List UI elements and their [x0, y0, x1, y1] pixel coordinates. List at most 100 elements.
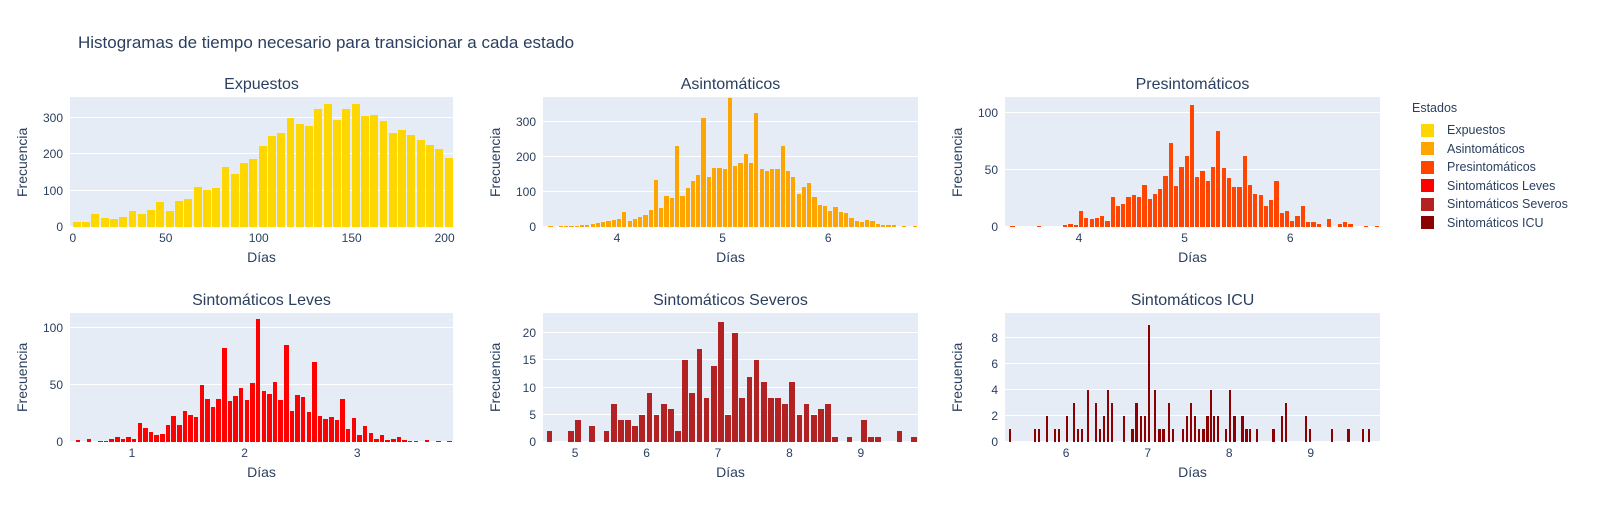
histogram-bar[interactable] — [722, 169, 727, 227]
histogram-bar[interactable] — [1110, 197, 1115, 227]
histogram-bar[interactable] — [396, 437, 402, 442]
histogram-bar[interactable] — [171, 415, 176, 442]
histogram-bar[interactable] — [1080, 428, 1084, 442]
histogram-bar[interactable] — [646, 393, 653, 442]
histogram-bar[interactable] — [82, 222, 90, 227]
histogram-bar[interactable] — [391, 438, 396, 442]
histogram-bar[interactable] — [436, 440, 441, 442]
histogram-bar[interactable] — [832, 436, 838, 442]
histogram-bar[interactable] — [1143, 415, 1146, 442]
histogram-bar[interactable] — [796, 414, 803, 442]
histogram-bar[interactable] — [1362, 428, 1365, 442]
histogram-bar[interactable] — [1063, 224, 1068, 227]
histogram-bar[interactable] — [267, 394, 272, 442]
histogram-bar[interactable] — [374, 438, 379, 442]
histogram-bar[interactable] — [548, 226, 553, 227]
histogram-bar[interactable] — [896, 431, 903, 442]
histogram-bar[interactable] — [227, 400, 233, 442]
histogram-bar[interactable] — [759, 168, 764, 227]
histogram-bar[interactable] — [1137, 197, 1142, 227]
histogram-bar[interactable] — [818, 409, 824, 442]
histogram-bar[interactable] — [1057, 428, 1061, 442]
histogram-bar[interactable] — [689, 393, 696, 442]
histogram-bar[interactable] — [342, 109, 351, 227]
histogram-bar[interactable] — [258, 146, 267, 227]
histogram-bar[interactable] — [868, 436, 874, 442]
histogram-bar[interactable] — [712, 167, 717, 227]
histogram-bar[interactable] — [606, 221, 611, 227]
legend-item-sintom-ticos-icu[interactable]: Sintomáticos ICU — [1412, 214, 1568, 233]
histogram-bar[interactable] — [611, 220, 616, 227]
histogram-bar[interactable] — [435, 149, 444, 227]
histogram-bar[interactable] — [748, 163, 754, 227]
histogram-bar[interactable] — [1033, 428, 1036, 442]
histogram-bar[interactable] — [370, 115, 379, 227]
histogram-bar[interactable] — [1076, 428, 1079, 442]
histogram-bar[interactable] — [202, 189, 211, 227]
histogram-bar[interactable] — [120, 438, 126, 442]
histogram-bar[interactable] — [188, 414, 193, 442]
histogram-bar[interactable] — [1331, 428, 1334, 442]
histogram-bar[interactable] — [775, 398, 781, 442]
histogram-bar[interactable] — [632, 218, 637, 227]
histogram-bar[interactable] — [261, 390, 266, 442]
histogram-bar[interactable] — [119, 217, 128, 227]
histogram-bar[interactable] — [764, 171, 770, 227]
histogram-bar[interactable] — [564, 226, 569, 227]
histogram-bar[interactable] — [1256, 428, 1259, 442]
histogram-bar[interactable] — [1247, 184, 1253, 227]
histogram-bar[interactable] — [706, 177, 711, 227]
histogram-bar[interactable] — [1242, 156, 1247, 227]
histogram-bar[interactable] — [1229, 389, 1232, 442]
histogram-bar[interactable] — [753, 360, 760, 442]
histogram-bar[interactable] — [1163, 175, 1168, 227]
histogram-bar[interactable] — [1284, 211, 1290, 227]
histogram-bar[interactable] — [664, 196, 669, 227]
histogram-bar[interactable] — [825, 403, 831, 442]
histogram-bar[interactable] — [1280, 415, 1283, 442]
histogram-bar[interactable] — [360, 116, 369, 227]
histogram-bar[interactable] — [154, 435, 159, 442]
histogram-bar[interactable] — [1221, 167, 1226, 227]
histogram-bar[interactable] — [109, 438, 114, 442]
histogram-bar[interactable] — [1086, 389, 1089, 442]
plot-area[interactable] — [1005, 313, 1380, 442]
histogram-bar[interactable] — [255, 318, 261, 442]
histogram-bar[interactable] — [177, 424, 182, 442]
histogram-bar[interactable] — [785, 170, 791, 227]
histogram-bar[interactable] — [345, 429, 351, 442]
histogram-bar[interactable] — [886, 224, 891, 227]
histogram-bar[interactable] — [1284, 402, 1287, 442]
histogram-bar[interactable] — [782, 403, 788, 442]
histogram-bar[interactable] — [333, 119, 341, 227]
histogram-bar[interactable] — [216, 398, 221, 442]
histogram-bar[interactable] — [329, 416, 334, 442]
histogram-bar[interactable] — [912, 225, 917, 227]
histogram-bar[interactable] — [182, 411, 188, 442]
histogram-bar[interactable] — [1152, 193, 1158, 227]
histogram-bar[interactable] — [165, 211, 174, 227]
histogram-bar[interactable] — [1316, 223, 1321, 227]
histogram-bar[interactable] — [859, 222, 865, 227]
histogram-bar[interactable] — [312, 362, 317, 442]
histogram-bar[interactable] — [643, 215, 648, 227]
histogram-bar[interactable] — [75, 439, 81, 442]
histogram-bar[interactable] — [1105, 221, 1110, 227]
histogram-bar[interactable] — [754, 112, 759, 227]
histogram-bar[interactable] — [639, 414, 646, 442]
histogram-bar[interactable] — [1347, 428, 1350, 442]
histogram-bar[interactable] — [601, 222, 606, 227]
histogram-bar[interactable] — [812, 196, 817, 227]
histogram-bar[interactable] — [791, 177, 796, 227]
histogram-bar[interactable] — [205, 398, 210, 442]
histogram-bar[interactable] — [351, 418, 357, 442]
histogram-bar[interactable] — [1185, 415, 1189, 442]
histogram-bar[interactable] — [1098, 428, 1102, 442]
histogram-bar[interactable] — [1010, 225, 1015, 227]
histogram-bar[interactable] — [569, 225, 574, 227]
histogram-bar[interactable] — [822, 206, 828, 227]
histogram-bar[interactable] — [610, 403, 617, 442]
histogram-bar[interactable] — [286, 118, 295, 227]
histogram-bar[interactable] — [1343, 222, 1348, 227]
histogram-bar[interactable] — [388, 133, 397, 227]
